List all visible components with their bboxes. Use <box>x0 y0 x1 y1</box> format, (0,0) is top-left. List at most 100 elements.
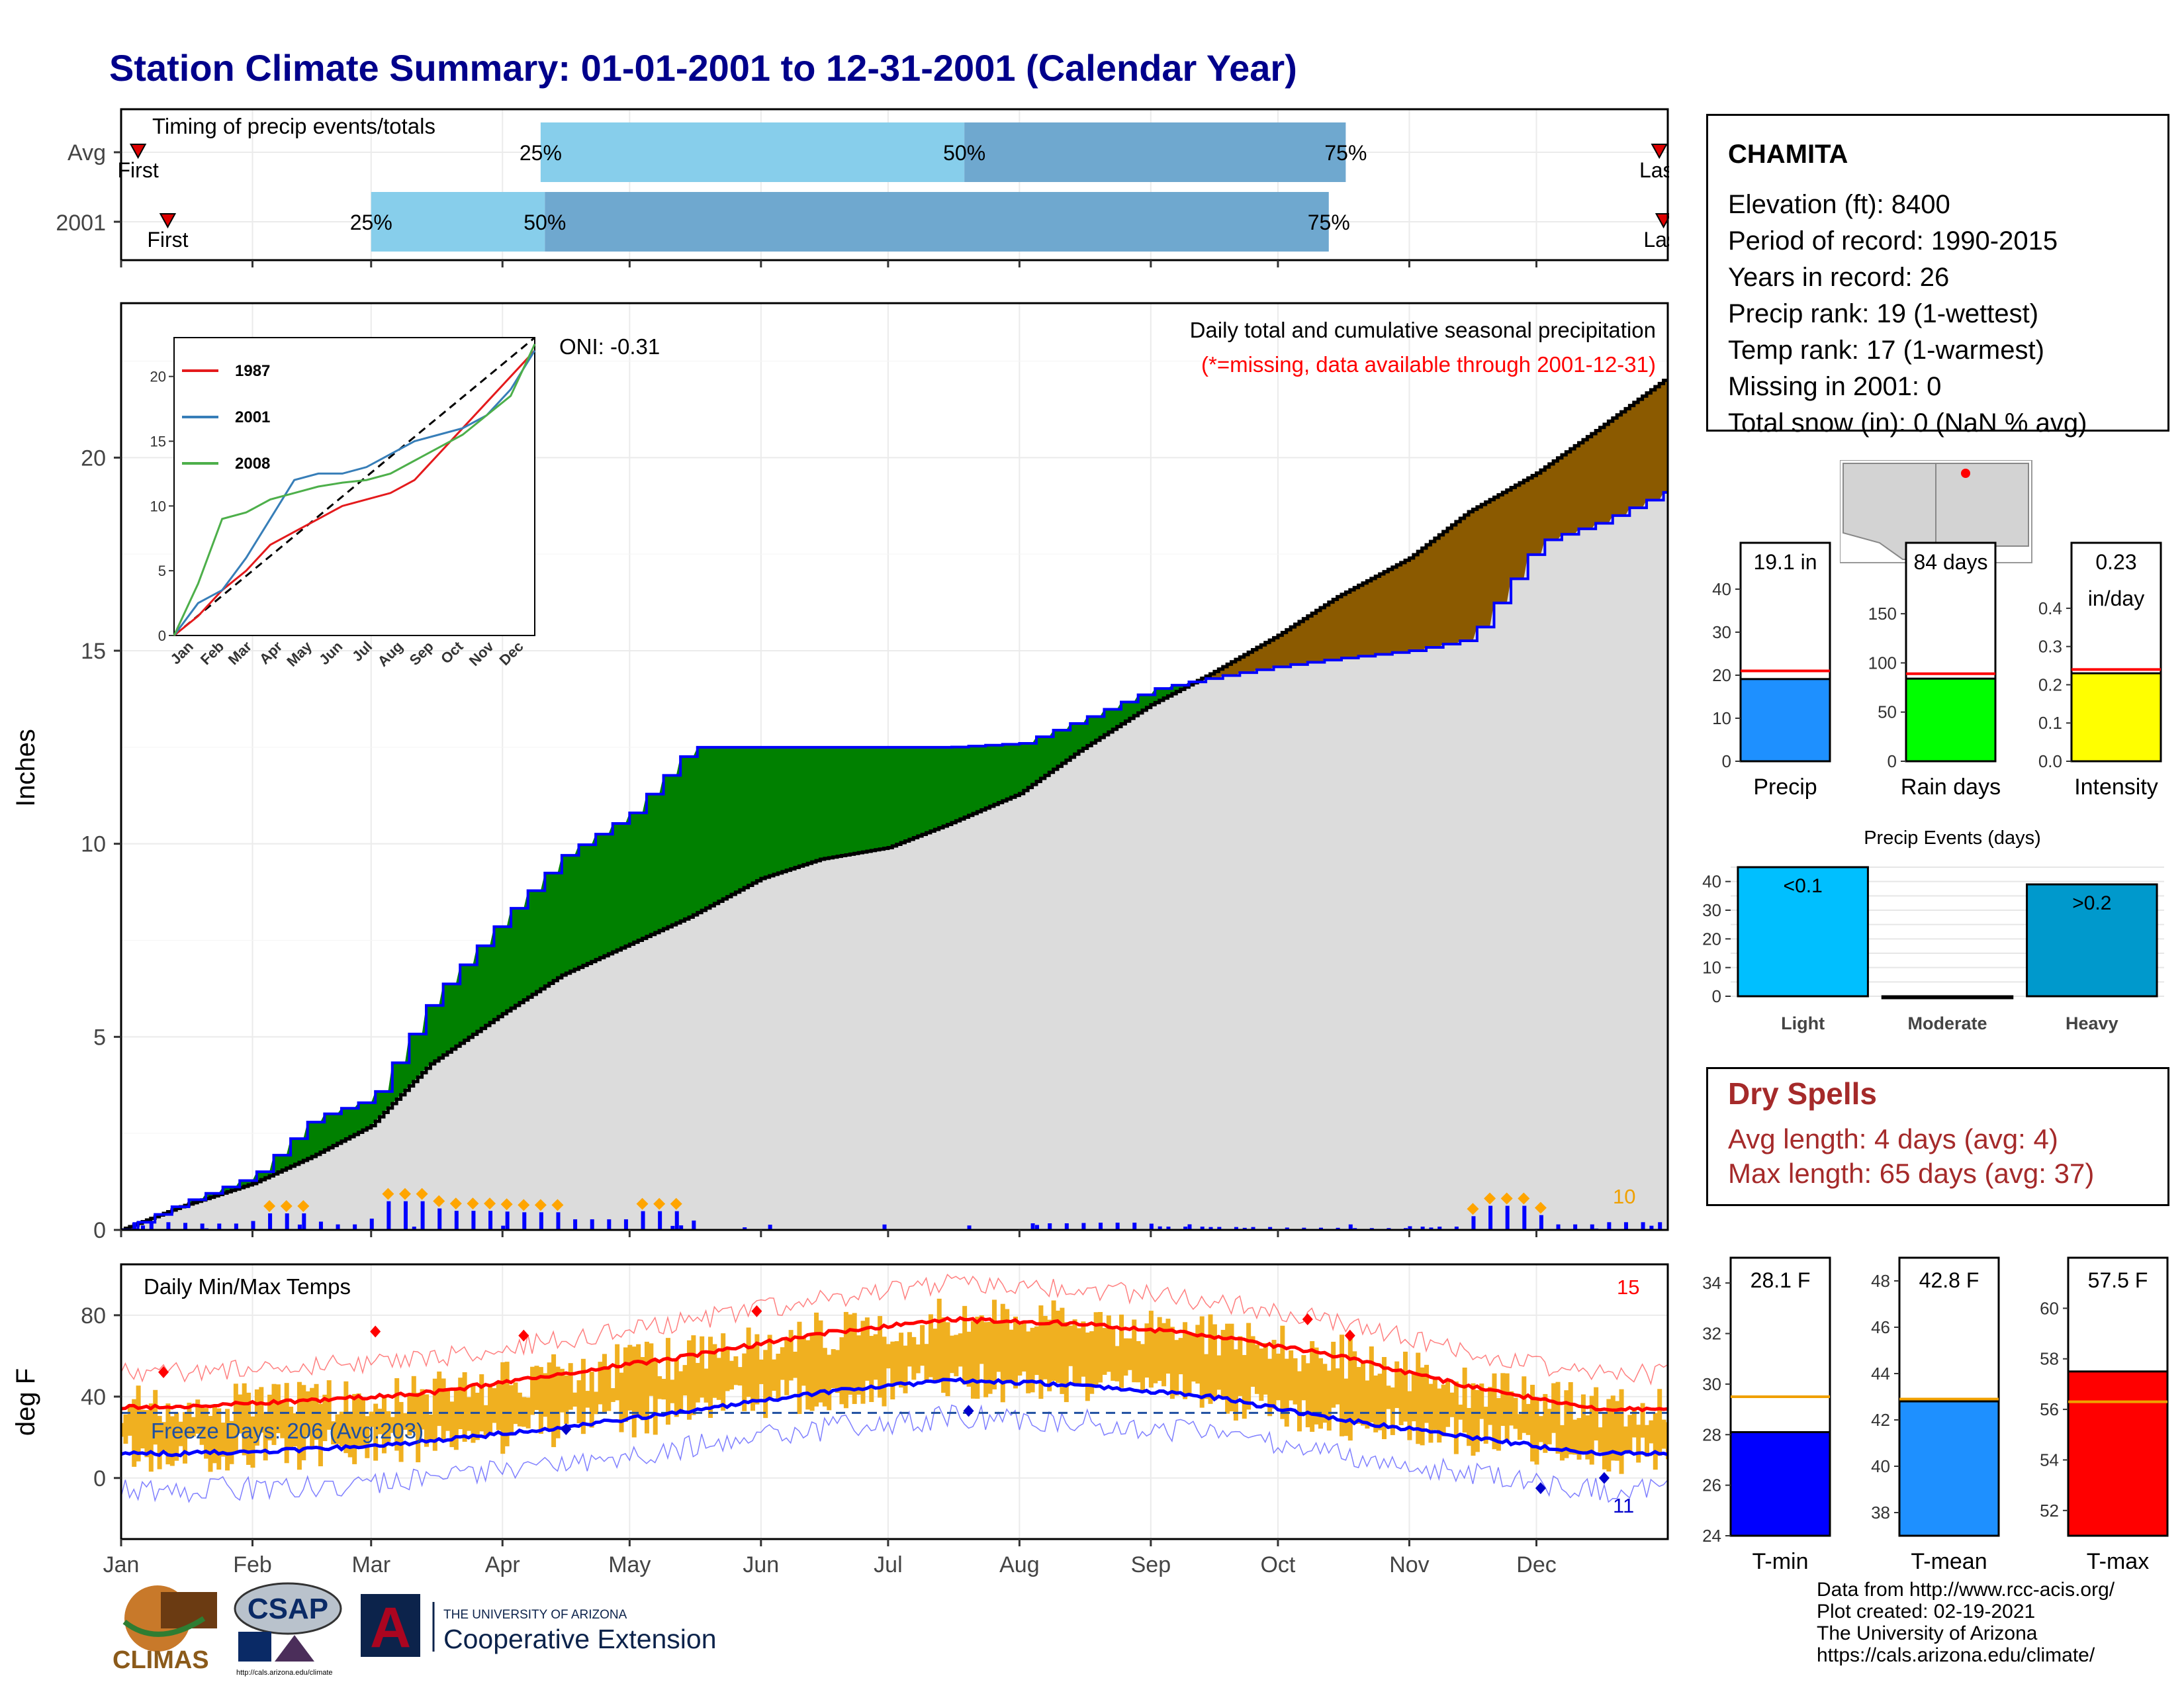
daily-temp-bar <box>797 1321 802 1415</box>
daily-precip-bar <box>1034 1225 1039 1230</box>
daily-temp-bar <box>1657 1389 1662 1456</box>
daily-temp-bar <box>716 1358 721 1400</box>
daily-temp-bar <box>424 1394 429 1447</box>
daily-temp-bar <box>483 1405 488 1438</box>
temp-record-marker <box>518 1329 529 1342</box>
temp-summary-label: T-mean <box>1911 1549 1987 1574</box>
temp-summary-y-tick-label: 48 <box>1871 1271 1890 1291</box>
timing-label-25: 25% <box>350 211 392 234</box>
daily-temp-bar <box>1013 1317 1018 1389</box>
month-label-dec: Dec <box>1516 1552 1556 1577</box>
temp-title: Daily Min/Max Temps <box>144 1274 351 1299</box>
daily-temp-bar <box>793 1351 798 1378</box>
month-label-may: May <box>608 1552 651 1577</box>
daily-temp-bar <box>933 1329 938 1383</box>
daily-temp-bar <box>987 1321 993 1394</box>
daily-temp-bar <box>1183 1322 1188 1399</box>
daily-precip-bar <box>1268 1227 1273 1230</box>
locator-map <box>1840 460 2032 563</box>
daily-temp-bar <box>394 1378 400 1451</box>
daily-temp-bar <box>678 1371 684 1413</box>
daily-temp-bar <box>432 1378 437 1451</box>
daily-temp-bar <box>538 1367 543 1434</box>
daily-temp-bar <box>725 1348 730 1391</box>
daily-precip-bar <box>1556 1224 1561 1230</box>
daily-precip-bar <box>1471 1216 1476 1230</box>
first-event-marker <box>159 213 177 229</box>
station-period: Period of record: 1990-2015 <box>1728 226 2058 256</box>
dry-spells-avg: Avg length: 4 days (avg: 4) <box>1728 1123 2058 1154</box>
precip-panel: 0 5 10 15 20 Inches Daily total and cumulati… <box>11 302 1669 1243</box>
temperature-panel: 0 40 80 Jan Feb Mar Apr May Jun Jul Aug Sep Oct Nov D… <box>11 1263 1669 1577</box>
daily-temp-bar <box>1424 1364 1430 1423</box>
daily-temp-bar <box>216 1408 222 1470</box>
daily-temp-bar <box>1017 1325 1023 1376</box>
daily-temp-bar <box>462 1372 467 1442</box>
daily-temp-bar <box>991 1299 997 1389</box>
daily-temp-bar <box>1089 1331 1095 1394</box>
daily-temp-bar <box>165 1403 171 1465</box>
daily-temp-bar <box>907 1332 912 1367</box>
daily-precip-bar <box>1064 1223 1069 1230</box>
temp-summary-y-tick-label: 30 <box>1702 1374 1721 1394</box>
daily-temp-bar <box>1314 1347 1319 1425</box>
daily-temp-bar <box>289 1406 294 1449</box>
daily-precip-bar <box>1539 1215 1543 1230</box>
summary-y-tick-label: 30 <box>1712 622 1731 642</box>
daily-temp-bar <box>818 1320 823 1403</box>
daily-precip-bar <box>1302 1227 1306 1230</box>
csap-logo: CSAP http://cals.arizona.edu/climate <box>234 1582 342 1677</box>
daily-temp-bar <box>691 1335 696 1415</box>
station-precip-rank: Precip rank: 19 (1-wettest) <box>1728 299 2039 328</box>
above-average-area <box>189 680 1198 1204</box>
daily-precip-bar <box>1437 1227 1442 1230</box>
daily-precip-bar <box>967 1225 972 1230</box>
daily-temp-bar <box>949 1335 954 1374</box>
daily-temp-bar <box>1598 1427 1603 1452</box>
temp-summary-t-min: 24 26 28 30 32 34 28.1 F T-min <box>1702 1256 1831 1574</box>
temp-summary-y-tick-label: 34 <box>1702 1273 1721 1293</box>
temp-summary-y-tick-label: 46 <box>1871 1317 1890 1337</box>
daily-temp-bar <box>121 1423 124 1437</box>
daily-precip-bar <box>1408 1226 1412 1230</box>
daily-temp-bar <box>598 1362 603 1405</box>
daily-temp-bar <box>564 1375 569 1425</box>
daily-precip-bar <box>217 1223 222 1230</box>
daily-temp-bar <box>1161 1323 1167 1387</box>
daily-temp-bar <box>1453 1381 1459 1454</box>
temp-summary-y-tick-label: 26 <box>1702 1476 1721 1495</box>
daily-temp-bar <box>568 1363 573 1410</box>
daily-temp-bar <box>627 1344 633 1411</box>
daily-temp-bar <box>229 1421 234 1464</box>
daily-temp-bar <box>263 1412 268 1461</box>
timing-bar-50-75 <box>964 122 1346 182</box>
daily-temp-bar <box>144 1410 150 1458</box>
daily-precip-bar <box>539 1212 543 1230</box>
timing-label-25: 25% <box>520 141 562 165</box>
daily-temp-bar <box>1572 1419 1578 1455</box>
station-temp-rank: Temp rank: 17 (1-warmest) <box>1728 336 2044 365</box>
daily-temp-bar <box>1522 1376 1527 1433</box>
daily-temp-bar <box>259 1387 264 1433</box>
station-missing: Missing in 2001: 0 <box>1728 372 1942 401</box>
daily-temp-bar <box>1615 1401 1620 1461</box>
daily-temp-bar <box>911 1336 917 1380</box>
daily-precip-bar <box>132 1222 137 1230</box>
heavy-precip-marker <box>670 1197 682 1210</box>
daily-temp-bar <box>1339 1335 1344 1436</box>
daily-temp-bar <box>246 1392 251 1465</box>
daily-temp-bar <box>721 1333 726 1411</box>
daily-temp-bar <box>369 1411 374 1427</box>
daily-temp-bar <box>1513 1397 1518 1429</box>
summary-bar-label: Intensity <box>2074 774 2158 800</box>
freeze-days-label: Freeze Days: 206 (Avg:203) <box>151 1419 424 1443</box>
daily-temp-bar <box>585 1391 590 1408</box>
daily-temp-bar <box>1534 1398 1539 1465</box>
daily-temp-bar <box>1475 1389 1480 1452</box>
heavy-precip-marker <box>1467 1203 1479 1215</box>
temp-summary-y-tick-label: 32 <box>1702 1324 1721 1344</box>
summary-y-tick-label: 10 <box>1712 708 1731 728</box>
credit-university: The University of Arizona <box>1817 1622 2038 1644</box>
month-label-jun: Jun <box>743 1552 779 1577</box>
